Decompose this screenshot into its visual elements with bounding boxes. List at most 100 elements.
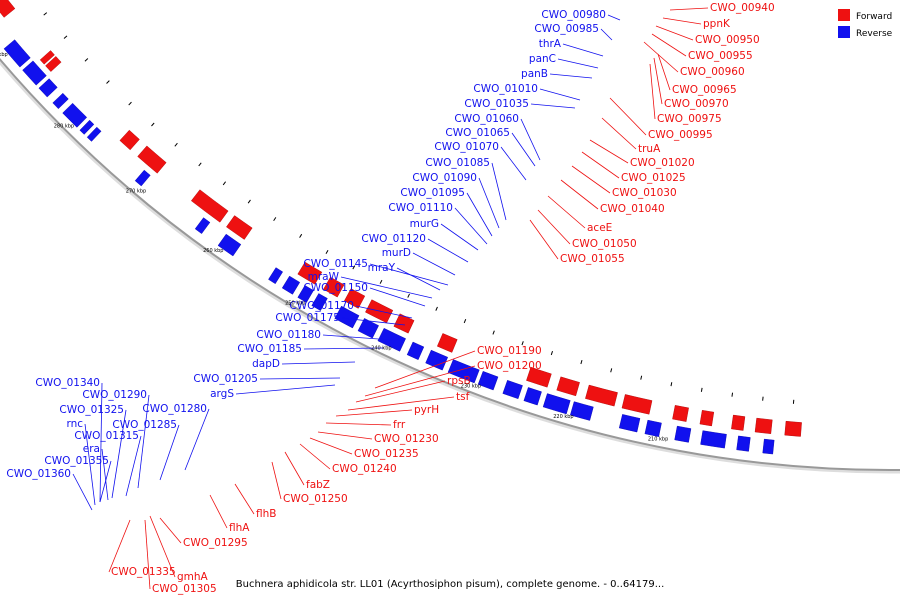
gene-label: ppnK: [703, 18, 731, 30]
gene-label: gmhA: [177, 571, 209, 583]
leader-line: [466, 192, 493, 237]
gene-label: mraY: [368, 262, 396, 274]
leader-line: [607, 14, 621, 21]
reverse-feature-5: [618, 414, 641, 433]
gene-label: dapD: [252, 358, 280, 370]
gene-label: CWO_01145: [303, 258, 368, 270]
reverse-feature-24: [86, 126, 102, 142]
leader-line: [322, 334, 394, 341]
inner-tick: [198, 162, 202, 167]
gene-label: CWO_01200: [477, 360, 542, 372]
gene-label: aceE: [587, 222, 612, 234]
leader-line: [325, 422, 392, 426]
gene-label: tsf: [456, 391, 470, 403]
leader-line: [511, 132, 536, 167]
gene-label: thrA: [539, 38, 562, 50]
reverse-feature-15: [357, 318, 379, 339]
gene-label: CWO_01010: [473, 83, 538, 95]
reverse-feature-3: [674, 425, 692, 443]
leader-line: [571, 165, 611, 194]
reverse-feature-7: [542, 393, 571, 415]
inner-tick: [299, 233, 303, 238]
inner-tick: [670, 382, 673, 387]
gene-label: CWO_01095: [400, 187, 465, 199]
leader-line: [355, 380, 446, 403]
gene-label: CWO_01295: [183, 537, 248, 549]
reverse-feature-1: [736, 435, 751, 452]
gene-label: CWO_01150: [303, 282, 368, 294]
leader-line: [655, 25, 694, 41]
inner-tick: [325, 250, 329, 254]
backbone: [0, 57, 900, 474]
leader-line: [657, 53, 671, 91]
leader-line: [347, 396, 455, 411]
forward-feature-14: [297, 261, 323, 285]
leader-line: [396, 267, 441, 291]
gene-label: CWO_01060: [454, 113, 519, 125]
inner-tick: [580, 360, 583, 365]
inner-tick: [63, 35, 68, 39]
leader-line: [271, 461, 282, 500]
tick-label: 290 kbp: [0, 52, 8, 58]
leader-line: [560, 179, 599, 210]
gene-label: CWO_01205: [193, 373, 258, 385]
gene-label: CWO_01110: [388, 202, 453, 214]
forward-feature-2: [731, 414, 746, 431]
forward-feature-5: [621, 394, 653, 415]
leader-line: [537, 209, 571, 245]
forward-feature-3: [699, 410, 715, 427]
inner-tick: [550, 350, 553, 356]
leader-line: [72, 473, 93, 511]
inner-tick: [247, 199, 251, 204]
leader-line: [159, 424, 180, 481]
forward-feature-8: [526, 366, 552, 388]
gene-label: CWO_01090: [412, 172, 477, 184]
leader-line: [539, 88, 581, 101]
leader-line: [600, 28, 613, 41]
reverse-feature-6: [570, 401, 594, 421]
leader-line: [209, 494, 228, 529]
forward-feature-18: [119, 129, 140, 151]
leader-line: [284, 451, 305, 486]
gene-label: CWO_01250: [283, 493, 348, 505]
leader-line: [144, 519, 151, 590]
forward-feature-7: [556, 376, 580, 397]
reverse-feature-25: [79, 119, 95, 135]
inner-tick: [407, 293, 410, 298]
inner-tick: [106, 80, 110, 84]
forward-feature-6: [585, 384, 618, 407]
gene-label: CWO_01285: [112, 419, 177, 431]
reverse-feature-23: [134, 169, 151, 187]
forward-feature-10: [393, 313, 415, 334]
forward-feature-9: [436, 333, 458, 353]
inner-tick: [521, 341, 524, 346]
reverse-feature-30: [3, 39, 31, 68]
reverse-feature-10: [477, 371, 499, 391]
leader-line: [125, 435, 142, 497]
reverse-feature-8: [523, 387, 542, 406]
leader-line: [355, 305, 413, 319]
gene-label: CWO_01175: [275, 312, 340, 324]
leader-line: [99, 382, 103, 503]
reverse-feature-26: [62, 102, 88, 128]
leader-line: [500, 146, 527, 181]
gene-label: panB: [521, 68, 548, 80]
inner-tick: [151, 122, 155, 127]
reverse-feature-4: [644, 419, 662, 437]
forward-feature-4: [672, 405, 689, 422]
leader-line: [159, 517, 182, 544]
leader-line: [101, 448, 109, 501]
inner-tick: [640, 375, 643, 380]
leader-line: [549, 73, 593, 79]
leader-line: [335, 409, 413, 417]
legend-reverse-label: Reverse: [856, 29, 893, 39]
gene-label: rnc: [66, 418, 83, 430]
inner-tick: [273, 217, 277, 222]
gene-label: CWO_01180: [256, 329, 321, 341]
gene-label: CWO_00940: [710, 2, 775, 14]
reverse-feature-18: [297, 285, 314, 303]
gene-label: CWO_01085: [425, 157, 490, 169]
reverse-feature-13: [406, 341, 425, 360]
gene-label: CWO_01230: [374, 433, 439, 445]
